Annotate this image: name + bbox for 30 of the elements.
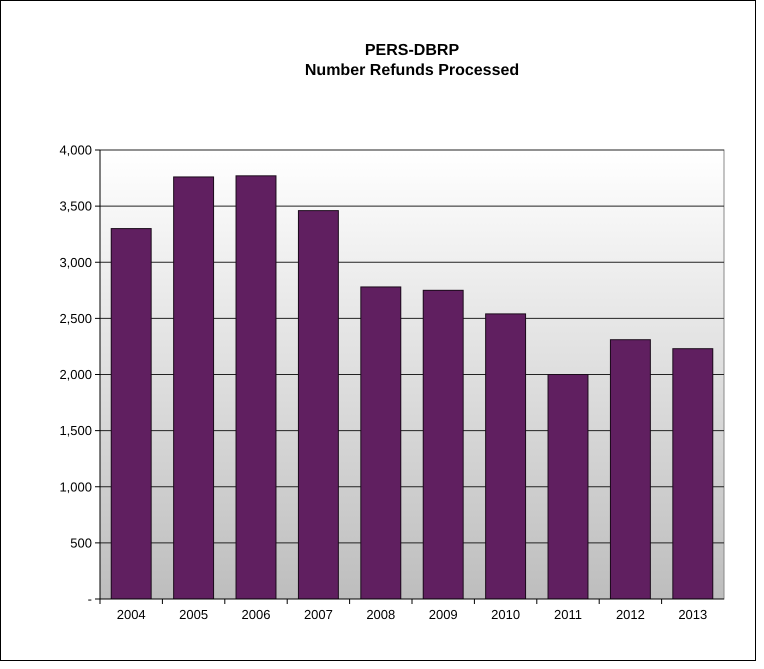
bar: [422, 290, 464, 600]
bar: [360, 286, 402, 600]
y-tick-label: 2,500: [59, 310, 92, 326]
y-tick-label: 3,000: [59, 254, 92, 270]
bar: [485, 313, 526, 600]
bar: [548, 374, 588, 600]
bar: [298, 210, 339, 600]
y-tick-label: 4,000: [59, 142, 92, 158]
y-tick-label: 3,500: [59, 198, 92, 214]
chart-title: PERS-DBRP Number Refunds Processed: [304, 42, 520, 79]
bar: [173, 176, 214, 600]
x-tick-label: 2008: [366, 607, 396, 622]
bar: [672, 348, 714, 600]
bar: [110, 228, 152, 600]
x-tick-label: 2013: [678, 607, 708, 622]
y-tick-label: 1,000: [59, 479, 92, 494]
y-tick-label: 1,500: [59, 423, 92, 438]
x-tick-label: 2010: [491, 607, 520, 622]
x-tick-label: 2007: [304, 607, 333, 622]
x-tick-label: 2012: [616, 607, 645, 622]
y-tick-label: 500: [70, 535, 92, 550]
x-tick-label: 2005: [179, 607, 208, 622]
x-tick-label: 2006: [242, 607, 270, 622]
x-tick-label: 2011: [554, 607, 582, 622]
y-tick-label: 2,000: [59, 367, 92, 382]
bar: [610, 339, 651, 600]
x-tick-label: 2004: [116, 607, 146, 622]
bar: [236, 175, 276, 600]
y-tick-label: -: [88, 592, 92, 607]
x-tick-label: 2009: [428, 607, 458, 622]
